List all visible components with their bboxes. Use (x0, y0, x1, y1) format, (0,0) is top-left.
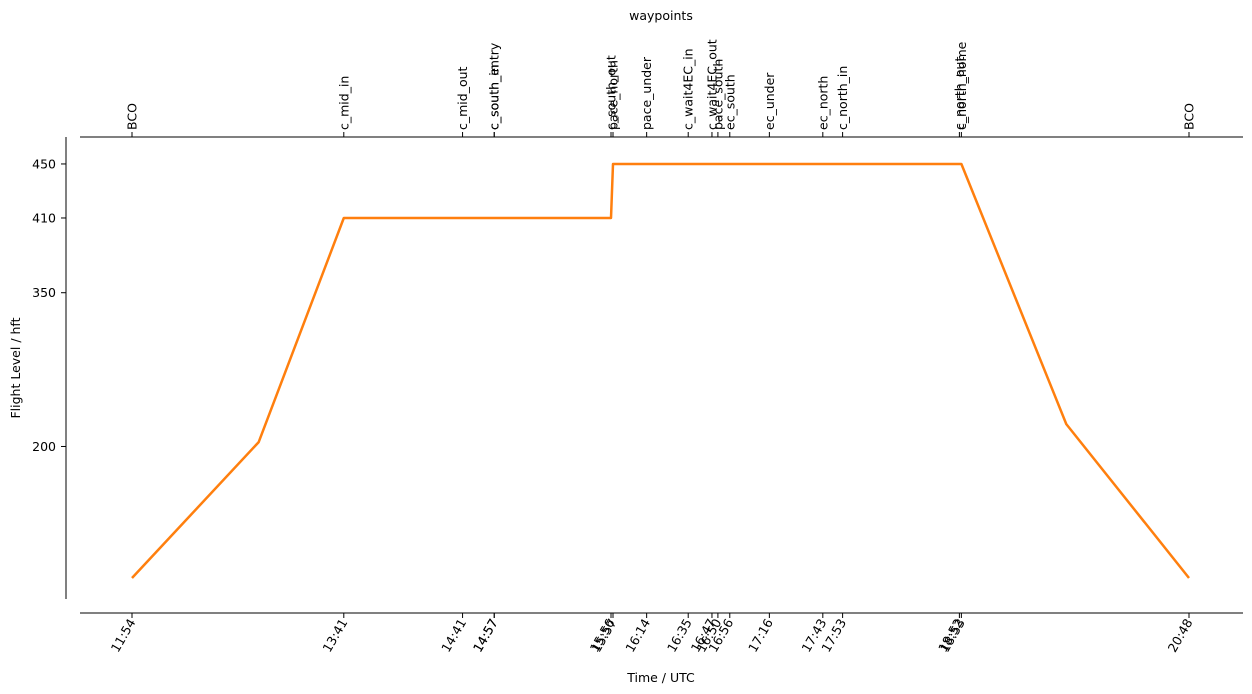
axes (65, 136, 1243, 614)
x-tick-label: 14:41 (438, 616, 469, 655)
x-axis-label: Time / UTC (626, 670, 695, 685)
waypoint-label: c_mid_out (455, 66, 470, 130)
waypoint-label: pace_north (605, 60, 620, 130)
waypoint-label: pace_under (639, 56, 654, 130)
waypoint-label: c_north_out (952, 57, 967, 130)
x-tick-label: 13:41 (319, 616, 350, 655)
y-tick-label: 410 (32, 210, 56, 225)
y-ticks: 200 350 410 450 (32, 156, 66, 454)
waypoint-label: ec_south (722, 74, 737, 130)
flight-level-line (131, 162, 1190, 579)
x-tick-label: 17:16 (745, 616, 776, 655)
waypoint-label: BCO (125, 103, 140, 130)
waypoint-label: ec_north (815, 76, 830, 130)
y-tick-label: 350 (32, 285, 56, 300)
waypoint-label: c_mid_in (336, 76, 351, 130)
waypoint-label: c_north_home (954, 41, 969, 130)
waypoint-label: BCO (1182, 103, 1197, 130)
x-tick-label: 20:48 (1165, 616, 1196, 655)
waypoint-label: c_south_out (604, 55, 619, 130)
waypoint-label: c_south_in (487, 64, 502, 130)
x-tick-label: 11:54 (108, 616, 139, 655)
top-ticks: BCO c_mid_in c_mid_out c_south_inc_south_en… (125, 39, 1197, 137)
waypoint-label: c_south_entry (487, 42, 502, 130)
y-tick-label: 200 (32, 439, 56, 454)
waypoint-label: pace_south (710, 59, 725, 130)
x-tick-label: 16:14 (622, 616, 653, 655)
waypoint-label: c_wait4EC_in (681, 48, 696, 130)
top-axis-label: waypoints (629, 8, 693, 23)
waypoint-label: c_wait4EC_out (704, 39, 719, 130)
x-tick-label: 14:57 (470, 616, 501, 655)
y-tick-label: 450 (32, 156, 56, 171)
series-group (131, 162, 1190, 579)
waypoint-label: ec_under (762, 72, 777, 130)
y-axis-label: Flight Level / hft (8, 317, 23, 418)
waypoint-label: c_north_in (835, 66, 850, 130)
